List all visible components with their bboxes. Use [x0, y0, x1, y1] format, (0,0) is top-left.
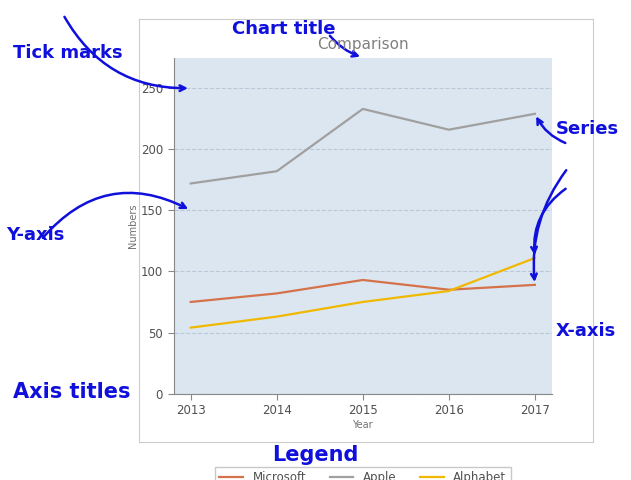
Apple [187, 180, 194, 186]
Microsoft [187, 299, 194, 305]
Line: Alphabet: Alphabet [191, 258, 535, 328]
Alphabet [187, 325, 194, 331]
Alphabet [445, 288, 452, 294]
Line: Apple: Apple [191, 109, 535, 183]
Text: X-axis: X-axis [555, 322, 615, 340]
Apple [359, 106, 367, 112]
Text: Series: Series [555, 120, 618, 138]
Alphabet [359, 299, 367, 305]
Y-axis label: Numbers: Numbers [128, 204, 138, 248]
Text: Y-axis: Y-axis [6, 226, 65, 244]
Text: Legend: Legend [273, 445, 358, 465]
Line: Microsoft: Microsoft [191, 280, 535, 302]
Text: Axis titles: Axis titles [13, 383, 130, 402]
Microsoft [273, 290, 281, 296]
Alphabet [531, 255, 539, 261]
Apple [273, 168, 281, 174]
Title: Comparison: Comparison [317, 37, 409, 52]
Microsoft [531, 282, 539, 288]
Text: Chart title: Chart title [232, 20, 336, 37]
Apple [445, 127, 452, 132]
X-axis label: Year: Year [353, 420, 373, 430]
Apple [531, 111, 539, 117]
Microsoft [359, 277, 367, 283]
Text: Tick marks: Tick marks [13, 44, 122, 61]
Alphabet [273, 314, 281, 320]
Microsoft [445, 287, 452, 293]
Legend: Microsoft, Apple, Alphabet: Microsoft, Apple, Alphabet [215, 467, 511, 480]
